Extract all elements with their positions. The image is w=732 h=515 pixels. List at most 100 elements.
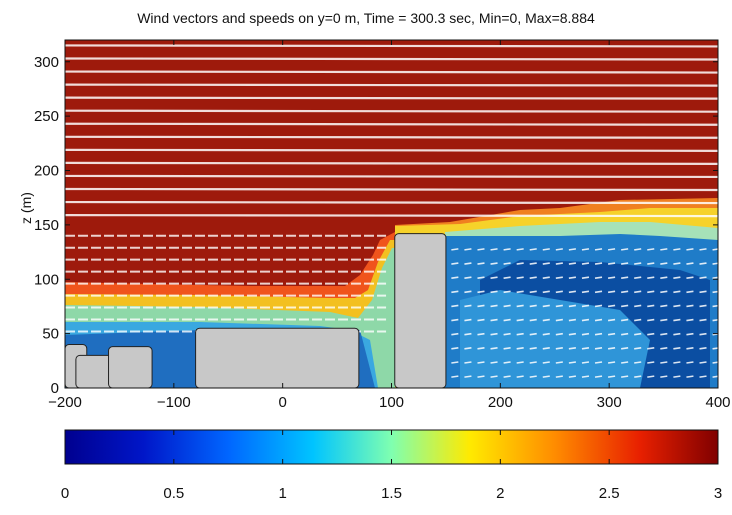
vector-arrow bbox=[594, 248, 603, 251]
vector-arrow bbox=[503, 304, 511, 308]
vector-arrow bbox=[568, 276, 577, 279]
vector-arrow bbox=[594, 276, 603, 279]
vector-arrow bbox=[634, 290, 642, 294]
vector-arrow bbox=[607, 375, 616, 378]
vector-arrow bbox=[686, 347, 694, 350]
vector-arrow bbox=[712, 361, 718, 364]
vector-arrow bbox=[594, 347, 603, 350]
vector-arrow bbox=[503, 248, 511, 251]
vector-arrow bbox=[621, 375, 629, 378]
buildings bbox=[64, 233, 447, 389]
vector-arrow bbox=[529, 347, 537, 350]
vector-arrow bbox=[673, 361, 681, 364]
vector-arrow bbox=[673, 262, 681, 265]
vector-arrow bbox=[594, 290, 603, 294]
vector-arrow bbox=[516, 262, 524, 265]
y-tick-label: 200 bbox=[34, 163, 59, 180]
speed-field bbox=[65, 40, 718, 388]
vector-arrow bbox=[647, 375, 655, 378]
vector-arrow bbox=[542, 290, 550, 294]
vector-arrow bbox=[686, 318, 694, 322]
vector-arrow bbox=[490, 375, 498, 378]
vector-arrow bbox=[607, 304, 616, 308]
vector-arrow bbox=[699, 361, 707, 364]
streak-line bbox=[65, 83, 718, 87]
vector-arrow bbox=[712, 333, 718, 336]
vector-arrow bbox=[529, 361, 537, 364]
vector-arrow bbox=[516, 290, 524, 294]
vector-arrow bbox=[712, 347, 718, 350]
vector-arrow bbox=[490, 318, 498, 322]
vector-arrow bbox=[568, 332, 577, 336]
vector-arrow bbox=[516, 276, 524, 279]
colorbar-tick-label: 2.5 bbox=[599, 485, 620, 502]
colorbar-tick-label: 0.5 bbox=[163, 485, 184, 502]
colorbar-tick-label: 0 bbox=[61, 485, 69, 502]
vector-arrow bbox=[673, 375, 681, 378]
vector-arrow bbox=[594, 262, 603, 265]
streak-line bbox=[65, 200, 718, 205]
vector-arrow bbox=[686, 332, 694, 336]
vector-arrow bbox=[555, 262, 563, 265]
vector-arrow bbox=[607, 332, 616, 336]
vector-arrow bbox=[451, 290, 459, 294]
vector-arrow bbox=[529, 332, 537, 336]
vector-arrow bbox=[712, 262, 718, 265]
vector-arrow bbox=[621, 318, 629, 322]
vector-arrow bbox=[477, 318, 485, 322]
vector-arrow bbox=[699, 248, 707, 251]
vector-arrow bbox=[568, 361, 577, 364]
vector-arrow bbox=[490, 276, 498, 279]
building-5 bbox=[394, 233, 447, 389]
vector-arrow bbox=[477, 248, 485, 251]
vector-arrow bbox=[477, 375, 485, 378]
vector-arrow bbox=[607, 318, 616, 322]
vector-arrow bbox=[621, 248, 629, 251]
vector-arrow bbox=[464, 304, 472, 308]
vector-arrow bbox=[464, 262, 472, 265]
vector-arrow bbox=[647, 304, 655, 308]
vector-arrow bbox=[647, 276, 655, 279]
vector-arrow bbox=[529, 304, 537, 308]
x-axis-ticks: −200 −100 0 100 200 300 400 bbox=[48, 40, 731, 411]
vector-arrow bbox=[699, 262, 707, 265]
vector-arrow bbox=[660, 318, 668, 322]
x-tick-label: −100 bbox=[157, 394, 191, 411]
streak-line bbox=[65, 148, 718, 152]
colorbar-tick-label: 1.5 bbox=[381, 485, 402, 502]
vector-arrow bbox=[634, 262, 642, 265]
vector-arrow bbox=[712, 248, 718, 251]
vector-arrow bbox=[542, 332, 550, 336]
vector-arrow bbox=[607, 262, 616, 265]
vector-arrow bbox=[686, 304, 694, 308]
vector-arrow bbox=[647, 248, 655, 251]
vector-arrow bbox=[673, 332, 681, 336]
vector-arrow bbox=[594, 361, 603, 364]
vector-arrow bbox=[542, 375, 550, 378]
vector-arrow bbox=[516, 347, 524, 350]
vector-arrow bbox=[451, 332, 459, 336]
streak-line bbox=[65, 57, 718, 61]
x-tick-label: −200 bbox=[48, 394, 82, 411]
vector-arrow bbox=[542, 276, 550, 279]
colorbar-tick-label: 2 bbox=[496, 485, 504, 502]
vector-arrow bbox=[503, 276, 511, 279]
vector-arrow bbox=[503, 375, 511, 378]
vector-arrow bbox=[451, 361, 459, 364]
vector-arrow bbox=[542, 248, 550, 251]
vector-arrow bbox=[568, 304, 577, 308]
vector-arrow bbox=[490, 304, 498, 308]
vector-arrow bbox=[581, 290, 590, 294]
vector-arrow bbox=[490, 248, 498, 251]
vector-arrow bbox=[686, 375, 694, 378]
vector-arrow bbox=[464, 375, 472, 378]
vector-arrow bbox=[568, 262, 577, 265]
vector-arrow bbox=[451, 276, 459, 279]
x-tick-label: 100 bbox=[379, 394, 404, 411]
vector-arrow bbox=[581, 276, 590, 279]
vector-arrow bbox=[660, 248, 668, 251]
colorbar bbox=[64, 429, 719, 465]
vector-arrow bbox=[490, 361, 498, 364]
vector-arrow bbox=[660, 262, 668, 265]
vector-arrow bbox=[555, 304, 563, 308]
